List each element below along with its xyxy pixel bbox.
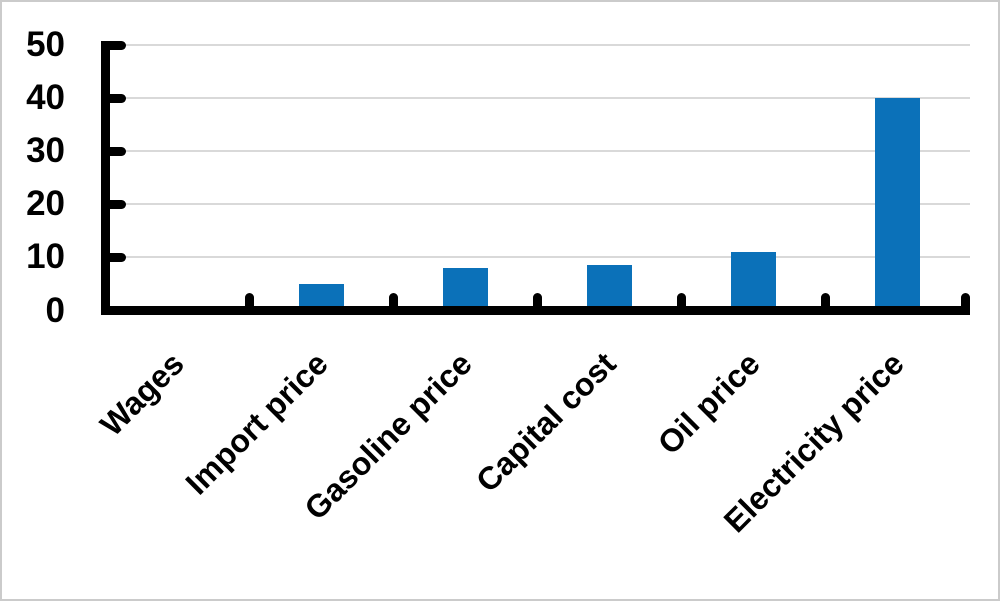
- x-tick-1: [245, 293, 255, 315]
- y-axis-label-30: 30: [26, 131, 65, 171]
- x-tick-5: [821, 293, 831, 315]
- x-tick-4: [677, 293, 687, 315]
- bar-electricity-price: [875, 98, 921, 311]
- y-axis-line: [101, 40, 110, 315]
- bar-gasoline-price: [443, 268, 489, 311]
- y-tick-30: [105, 146, 126, 156]
- y-axis-label-10: 10: [26, 237, 65, 277]
- gridline-10: [110, 256, 970, 259]
- y-axis-label-0: 0: [45, 290, 65, 330]
- gridline-20: [110, 203, 970, 206]
- y-axis-label-50: 50: [26, 25, 65, 64]
- x-axis-label-wages: Wages: [92, 345, 191, 443]
- bar-capital-cost: [587, 265, 633, 311]
- y-axis-label-20: 20: [26, 184, 65, 224]
- y-tick-20: [105, 199, 126, 209]
- y-axis-label-40: 40: [26, 78, 65, 118]
- y-tick-50: [105, 40, 126, 50]
- bar-oil-price: [731, 252, 777, 311]
- y-tick-10: [105, 252, 126, 262]
- x-tick-2: [389, 293, 399, 315]
- gridline-40: [110, 97, 970, 100]
- x-tick-3: [533, 293, 543, 315]
- gridline-50: [110, 44, 970, 46]
- gridline-30: [110, 150, 970, 153]
- y-tick-40: [105, 93, 126, 103]
- x-tick-6: [961, 293, 970, 315]
